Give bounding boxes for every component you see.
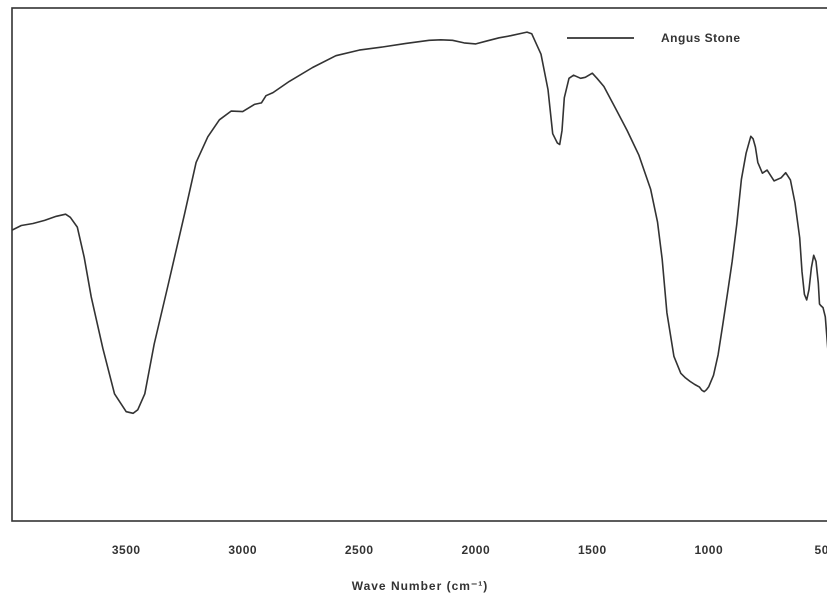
x-tick-label: 1000	[694, 543, 723, 557]
x-tick-label: 3000	[228, 543, 257, 557]
x-tick-label: 3500	[112, 543, 141, 557]
x-tick-label: 2500	[345, 543, 374, 557]
legend-label: Angus Stone	[661, 31, 741, 45]
x-tick-label: 2000	[461, 543, 490, 557]
legend: Angus Stone	[567, 31, 741, 45]
x-axis-label: Wave Number (cm⁻¹)	[352, 579, 489, 593]
plot-area	[12, 31, 827, 415]
plot-frame	[11, 7, 827, 522]
x-tick-label: 1500	[578, 543, 607, 557]
series-layer	[12, 31, 827, 415]
series-line-0	[12, 31, 827, 415]
x-axis-ticks: 3500 3000 2500 2000 1500 1000 500	[112, 543, 827, 557]
x-tick-label: 500	[815, 543, 827, 557]
